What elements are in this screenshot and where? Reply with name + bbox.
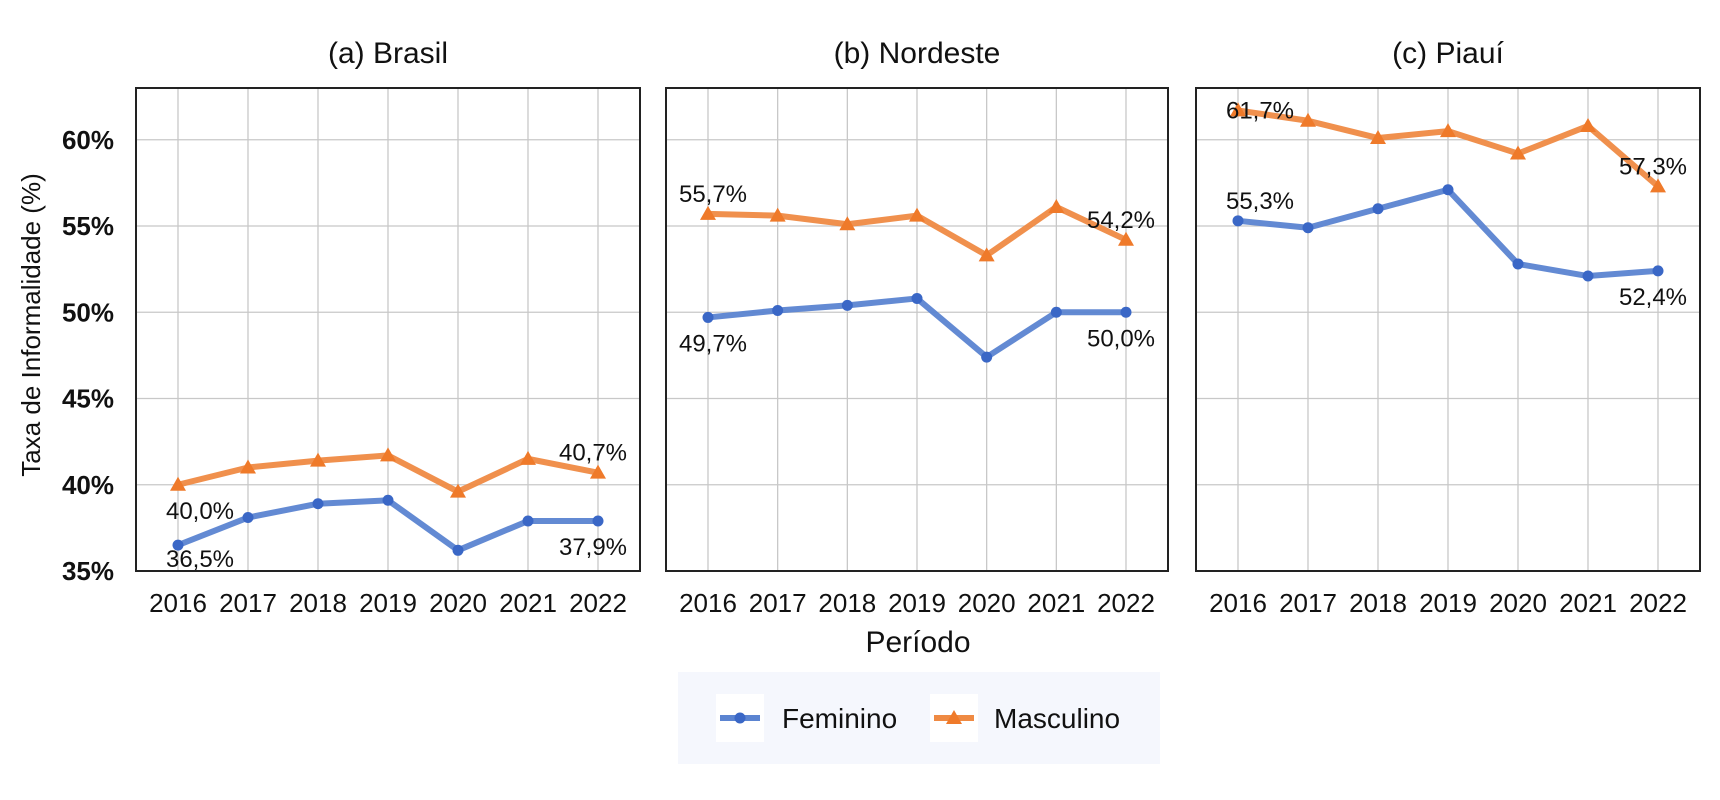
- legend-marker-feminino: [734, 712, 746, 724]
- panels: 35% 40% 45% 50% 55% 60% (a) Brasil 2016 2017 2018…: [62, 37, 1701, 618]
- legend-label: Masculino: [994, 703, 1120, 734]
- x-tick-label: 2016: [149, 588, 207, 618]
- data-point-masculino: [1370, 130, 1386, 145]
- x-tick-label: 2020: [1489, 588, 1547, 618]
- panel-frame: [135, 87, 641, 572]
- panel-frame: [665, 87, 1169, 572]
- x-tick-label: 2021: [1027, 588, 1085, 618]
- data-point-masculino: [1230, 102, 1246, 117]
- data-point-masculino: [1440, 123, 1456, 138]
- x-tick-label: 2022: [1629, 588, 1687, 618]
- data-point-masculino: [240, 459, 256, 474]
- data-point-masculino: [1580, 117, 1596, 132]
- data-label: 37,9%: [559, 534, 627, 561]
- data-point-feminino: [702, 311, 714, 323]
- legend: Feminino Masculino: [678, 672, 1160, 764]
- data-point-feminino: [1120, 306, 1132, 318]
- data-point-feminino: [522, 515, 534, 527]
- data-point-feminino: [172, 539, 184, 551]
- panel-3: (c) Piauí 2016 2017 2018 2019 2020 2021 2022 55,…: [1195, 37, 1701, 618]
- data-label: 61,7%: [1226, 97, 1294, 124]
- data-point-feminino: [592, 515, 604, 527]
- x-tick-label: 2018: [818, 588, 876, 618]
- y-axis-label: Taxa de Informalidade (%): [16, 173, 46, 476]
- panel-title: (c) Piauí: [1392, 37, 1504, 70]
- data-point-feminino: [772, 305, 784, 317]
- panel-1: (a) Brasil 2016 2017 2018 2019 2020 2021 2022 36…: [135, 37, 641, 618]
- data-point-masculino: [700, 205, 716, 220]
- x-tick-label: 2022: [1097, 588, 1155, 618]
- panel-title: (a) Brasil: [328, 37, 448, 70]
- data-point-masculino: [380, 447, 396, 462]
- data-point-feminino: [312, 498, 324, 510]
- y-tick-label: 40%: [62, 470, 114, 500]
- data-point-masculino: [1048, 199, 1065, 214]
- data-point-masculino: [310, 452, 326, 467]
- data-point-masculino: [520, 450, 536, 465]
- data-point-feminino: [1652, 265, 1664, 277]
- panel-2: (b) Nordeste 2016 2017 2018 2019 2020 2021 2022…: [665, 37, 1169, 618]
- x-tick-label: 2019: [359, 588, 417, 618]
- x-tick-label: 2019: [888, 588, 946, 618]
- data-point-masculino: [978, 247, 995, 262]
- data-point-feminino: [1442, 184, 1454, 196]
- x-tick-label: 2020: [429, 588, 487, 618]
- x-tick-label: 2019: [1419, 588, 1477, 618]
- data-point-feminino: [1512, 258, 1524, 270]
- x-tick-label: 2018: [1349, 588, 1407, 618]
- data-point-feminino: [841, 299, 853, 311]
- data-label: 50,0%: [1087, 325, 1155, 352]
- x-tick-label: 2018: [289, 588, 347, 618]
- data-point-masculino: [769, 207, 786, 222]
- data-point-masculino: [1118, 231, 1134, 246]
- data-label: 54,2%: [1087, 207, 1155, 234]
- legend-marker-masculino: [946, 710, 962, 724]
- x-tick-label: 2020: [958, 588, 1016, 618]
- x-tick-label: 2016: [1209, 588, 1267, 618]
- data-label: 55,3%: [1226, 188, 1294, 215]
- data-point-feminino: [1302, 222, 1314, 234]
- data-point-masculino: [1300, 112, 1316, 127]
- data-point-feminino: [452, 544, 464, 556]
- data-label: 40,0%: [166, 498, 234, 525]
- legend-label: Feminino: [782, 703, 897, 734]
- data-point-masculino: [909, 207, 925, 222]
- data-point-feminino: [1582, 270, 1594, 282]
- data-label: 36,5%: [166, 546, 234, 573]
- x-tick-label: 2017: [749, 588, 807, 618]
- x-tick-label: 2022: [569, 588, 627, 618]
- data-label: 55,7%: [679, 181, 747, 208]
- data-point-masculino: [1650, 178, 1666, 193]
- x-tick-label: 2017: [219, 588, 277, 618]
- data-point-feminino: [1372, 203, 1384, 215]
- data-point-masculino: [170, 476, 186, 491]
- y-tick-label: 60%: [62, 125, 114, 155]
- data-label: 57,3%: [1619, 153, 1687, 180]
- x-tick-label: 2021: [499, 588, 557, 618]
- data-point-feminino: [382, 494, 394, 506]
- x-tick-label: 2016: [679, 588, 737, 618]
- data-point-feminino: [911, 292, 923, 304]
- data-point-feminino: [981, 351, 993, 363]
- data-point-masculino: [590, 464, 606, 479]
- data-point-feminino: [1050, 306, 1062, 318]
- data-label: 49,7%: [679, 330, 747, 357]
- y-tick-label: 50%: [62, 297, 114, 327]
- x-tick-label: 2021: [1559, 588, 1617, 618]
- data-label: 40,7%: [559, 440, 627, 467]
- data-point-masculino: [450, 483, 466, 498]
- panel-frame: [1195, 87, 1701, 572]
- y-tick-label: 45%: [62, 384, 114, 414]
- data-point-masculino: [1510, 145, 1526, 160]
- x-axis-label: Período: [865, 626, 970, 659]
- panel-title: (b) Nordeste: [834, 37, 1001, 70]
- data-point-feminino: [1232, 215, 1244, 227]
- data-point-masculino: [839, 216, 856, 231]
- y-tick-label: 55%: [62, 211, 114, 241]
- x-tick-label: 2017: [1279, 588, 1337, 618]
- data-label: 52,4%: [1619, 284, 1687, 311]
- data-point-feminino: [242, 512, 254, 524]
- y-tick-label: 35%: [62, 556, 114, 586]
